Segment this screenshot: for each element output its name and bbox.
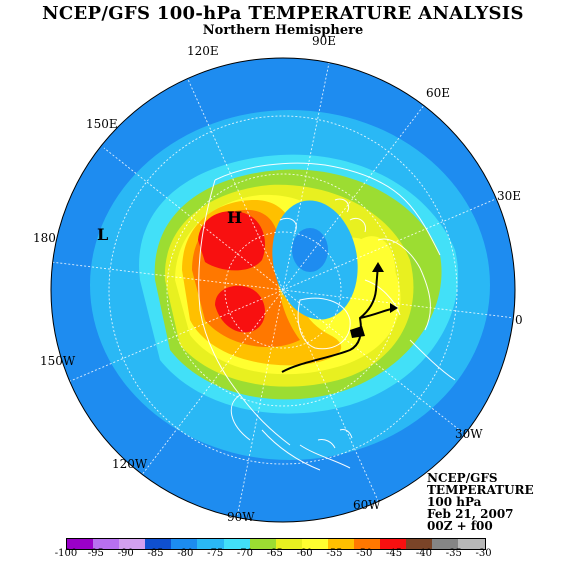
meridian-60w-120e xyxy=(185,74,381,506)
colorbar-tick-label: -30 xyxy=(475,548,492,559)
longitude-label-30e: 30E xyxy=(497,189,522,203)
colorbar-tick-label: -90 xyxy=(117,548,134,559)
colorbar-tick-label: -100 xyxy=(54,548,78,559)
longitude-label-120e: 120E xyxy=(187,44,219,58)
asia-outline xyxy=(214,162,441,256)
low-pressure-marker: L xyxy=(97,225,109,244)
colorbar-tick-label: -65 xyxy=(266,548,283,559)
info-variable: TEMPERATURE xyxy=(427,483,534,497)
jet-annotation xyxy=(281,262,398,373)
central-america-outline xyxy=(261,429,351,471)
longitude-label-120w: 120W xyxy=(112,457,148,471)
longitude-label-60e: 60E xyxy=(426,86,451,100)
colorbar-swatch xyxy=(145,539,172,549)
latitude-circle-45 xyxy=(108,115,458,465)
graticule xyxy=(50,57,516,523)
field-red-core-upper xyxy=(198,211,266,271)
colorbar-swatch xyxy=(67,539,94,549)
wind-arrow-tail xyxy=(390,303,398,313)
colorbar-tick-label: -70 xyxy=(236,548,254,559)
colorbar xyxy=(66,538,486,550)
longitude-label-90w: 90W xyxy=(227,510,255,524)
colorbar-swatch xyxy=(171,539,198,549)
info-panel: NCEP/GFS TEMPERATURE 100 hPa Feb 21, 200… xyxy=(427,472,534,532)
colorbar-tick-label: -40 xyxy=(415,548,432,559)
colorbar-swatch xyxy=(354,539,381,549)
caribbean-islands-outline xyxy=(317,429,353,449)
arctic-islands-outline xyxy=(279,198,367,233)
longitude-label-180: 180 xyxy=(33,231,56,245)
longitude-label-30w: 30W xyxy=(455,427,483,441)
info-model: NCEP/GFS xyxy=(427,471,498,485)
colorbar-swatch xyxy=(406,539,433,549)
latitude-circle-75 xyxy=(224,231,342,349)
colorbar-swatch xyxy=(197,539,224,549)
info-date: Feb 21, 2007 xyxy=(427,507,514,521)
north-africa-outline xyxy=(409,339,456,381)
colorbar-swatch xyxy=(327,539,355,549)
colorbar-tick-label: -80 xyxy=(177,548,194,559)
colorbar-swatch xyxy=(93,539,120,549)
colorbar-swatch xyxy=(119,539,146,549)
colorbar-tick-label: -45 xyxy=(386,548,403,559)
wind-arrow-head xyxy=(372,262,384,272)
colorbar-swatch xyxy=(432,539,459,549)
field-cold-vortex-core xyxy=(292,228,328,272)
wind-feature-blob xyxy=(350,326,365,338)
colorbar-tick-label: -35 xyxy=(445,548,462,559)
greenland-outline xyxy=(297,297,351,350)
colorbar-swatch xyxy=(380,539,407,549)
colorbar-swatch xyxy=(458,539,485,549)
longitude-label-150e: 150E xyxy=(86,117,118,131)
info-forecast-hour: 00Z + f00 xyxy=(427,519,493,533)
europe-outline xyxy=(364,238,431,331)
colorbar-swatch xyxy=(275,539,302,549)
map-title: NCEP/GFS 100-hPa TEMPERATURE ANALYSIS xyxy=(42,3,524,24)
high-pressure-marker: H xyxy=(227,208,243,227)
map-subtitle: Northern Hemisphere xyxy=(202,23,364,38)
hemisphere-boundary xyxy=(50,57,516,523)
colorbar-tick-label: -75 xyxy=(207,548,224,559)
colorbar-tick-label: -85 xyxy=(147,548,164,559)
colorbar-tick-label: -50 xyxy=(356,548,373,559)
longitude-label-60w: 60W xyxy=(353,498,381,512)
info-level: 100 hPa xyxy=(427,495,482,509)
meridian-30w-150e xyxy=(103,147,463,433)
north-america-outline xyxy=(198,179,291,446)
continent-outlines xyxy=(198,162,456,471)
longitude-label-0: 0 xyxy=(515,313,523,327)
colorbar-tick-label: -60 xyxy=(296,548,313,559)
colorbar-swatch xyxy=(249,539,276,549)
colorbar-swatch xyxy=(223,539,250,549)
longitude-label-150w: 150W xyxy=(40,354,76,368)
colorbar-tick-label: -95 xyxy=(87,548,104,559)
field-red-core-lower xyxy=(215,285,266,333)
colorbar-labels: -100 -95 -90 -85 -80 -75 -70 -65 -60 -55 -50 -45 -40… xyxy=(0,548,566,562)
colorbar-tick-label: -55 xyxy=(326,548,343,559)
longitude-label-90e: 90E xyxy=(312,34,337,48)
temperature-field xyxy=(51,58,515,522)
latitude-circle-60 xyxy=(166,173,400,407)
colorbar-swatch xyxy=(301,539,328,549)
